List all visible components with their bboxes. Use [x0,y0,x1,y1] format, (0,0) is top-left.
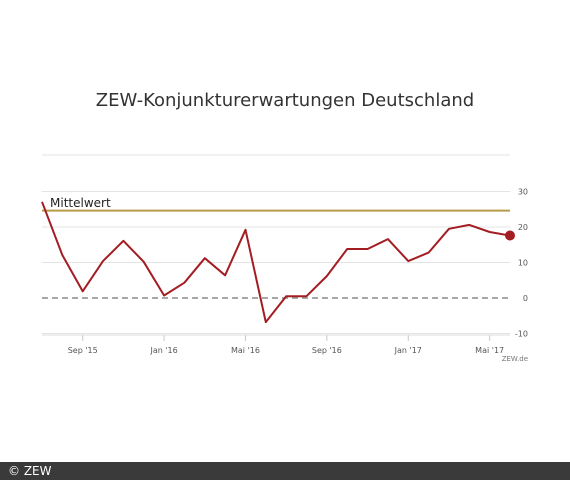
source-label: ZEW.de [502,355,528,363]
x-axis-ticks: Sep '15 Jan '16 Mai '16 Sep '16 Jan '17 Mai '… [42,334,510,355]
chart: ZEW-Konjunkturerwartungen Deutschland 30… [41,90,528,363]
series-line [41,201,511,324]
chart-title: ZEW-Konjunkturerwartungen Deutschland [96,90,474,111]
x-tick-label: Jan '16 [149,346,177,355]
last-point-marker [505,230,515,241]
y-axis-ticks: 30 20 10 0 -10 [515,188,528,339]
copyright-text: © ZEW [8,464,52,478]
y-tick-label: 0 [523,294,528,303]
mean-line-label: Mittelwert [50,196,111,210]
footer-bar: © ZEW [0,462,570,480]
y-tick-label: 30 [518,188,528,197]
x-tick-label: Sep '15 [68,346,98,355]
x-tick-label: Mai '17 [475,346,504,355]
x-tick-label: Mai '16 [231,346,260,355]
y-tick-label: 20 [518,223,528,232]
grid [42,154,510,334]
y-tick-label: 10 [518,259,528,268]
series-group [41,201,515,324]
x-tick-label: Sep '16 [312,346,342,355]
mean-line-group: Mittelwert [42,196,510,212]
y-tick-label: -10 [515,330,528,339]
x-tick-label: Jan '17 [394,346,422,355]
